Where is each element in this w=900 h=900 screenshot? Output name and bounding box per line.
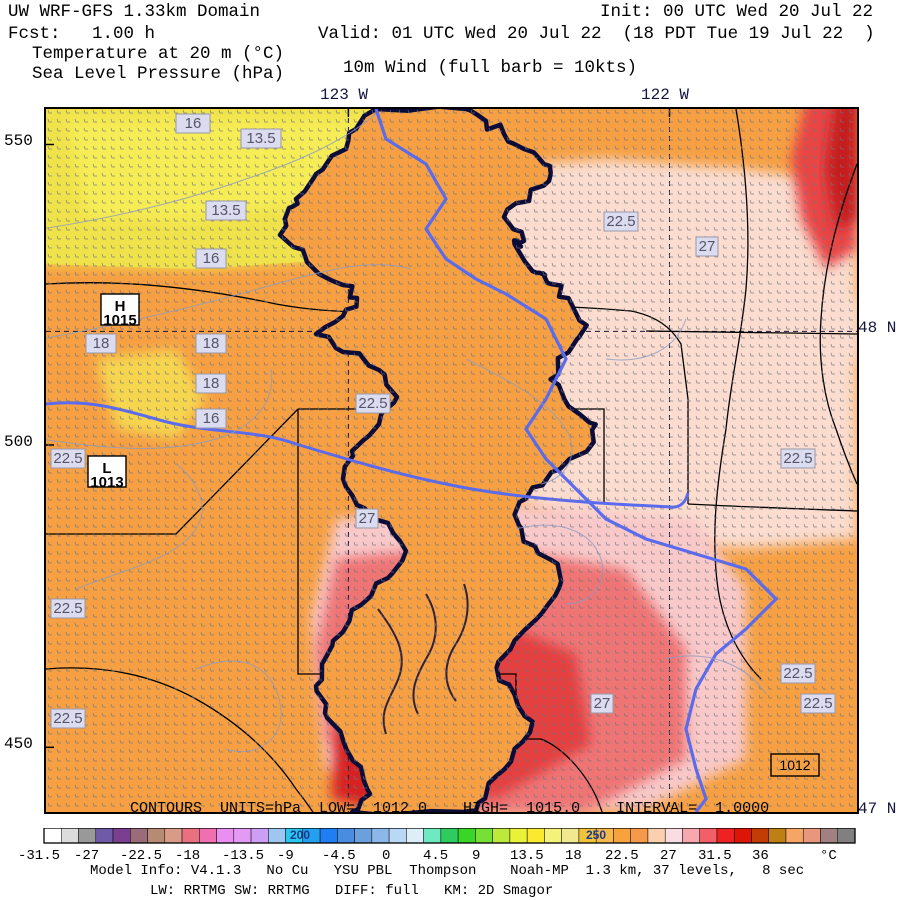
svg-text:13.5: 13.5 <box>211 202 240 219</box>
svg-text:18: 18 <box>93 335 110 352</box>
svg-text:13.5: 13.5 <box>246 130 275 147</box>
svg-text:27: 27 <box>594 695 611 712</box>
svg-text:22.5: 22.5 <box>53 450 82 467</box>
svg-text:22.5: 22.5 <box>783 665 812 682</box>
svg-text:22.5: 22.5 <box>53 600 82 617</box>
svg-text:16: 16 <box>203 250 220 267</box>
svg-text:27: 27 <box>359 510 376 527</box>
svg-text:22.5: 22.5 <box>803 695 832 712</box>
svg-text:1015: 1015 <box>103 312 136 329</box>
svg-text:18: 18 <box>203 375 220 392</box>
svg-text:16: 16 <box>203 410 220 427</box>
svg-text:22.5: 22.5 <box>783 450 812 467</box>
svg-text:22.5: 22.5 <box>358 395 387 412</box>
svg-text:200: 200 <box>290 828 310 842</box>
svg-text:1013: 1013 <box>90 474 123 491</box>
svg-text:22.5: 22.5 <box>53 710 82 727</box>
svg-text:1012: 1012 <box>779 757 810 773</box>
svg-text:22.5: 22.5 <box>606 213 635 230</box>
svg-text:18: 18 <box>203 335 220 352</box>
svg-text:16: 16 <box>185 115 202 132</box>
svg-text:250: 250 <box>586 828 606 842</box>
svg-text:27: 27 <box>699 238 716 255</box>
